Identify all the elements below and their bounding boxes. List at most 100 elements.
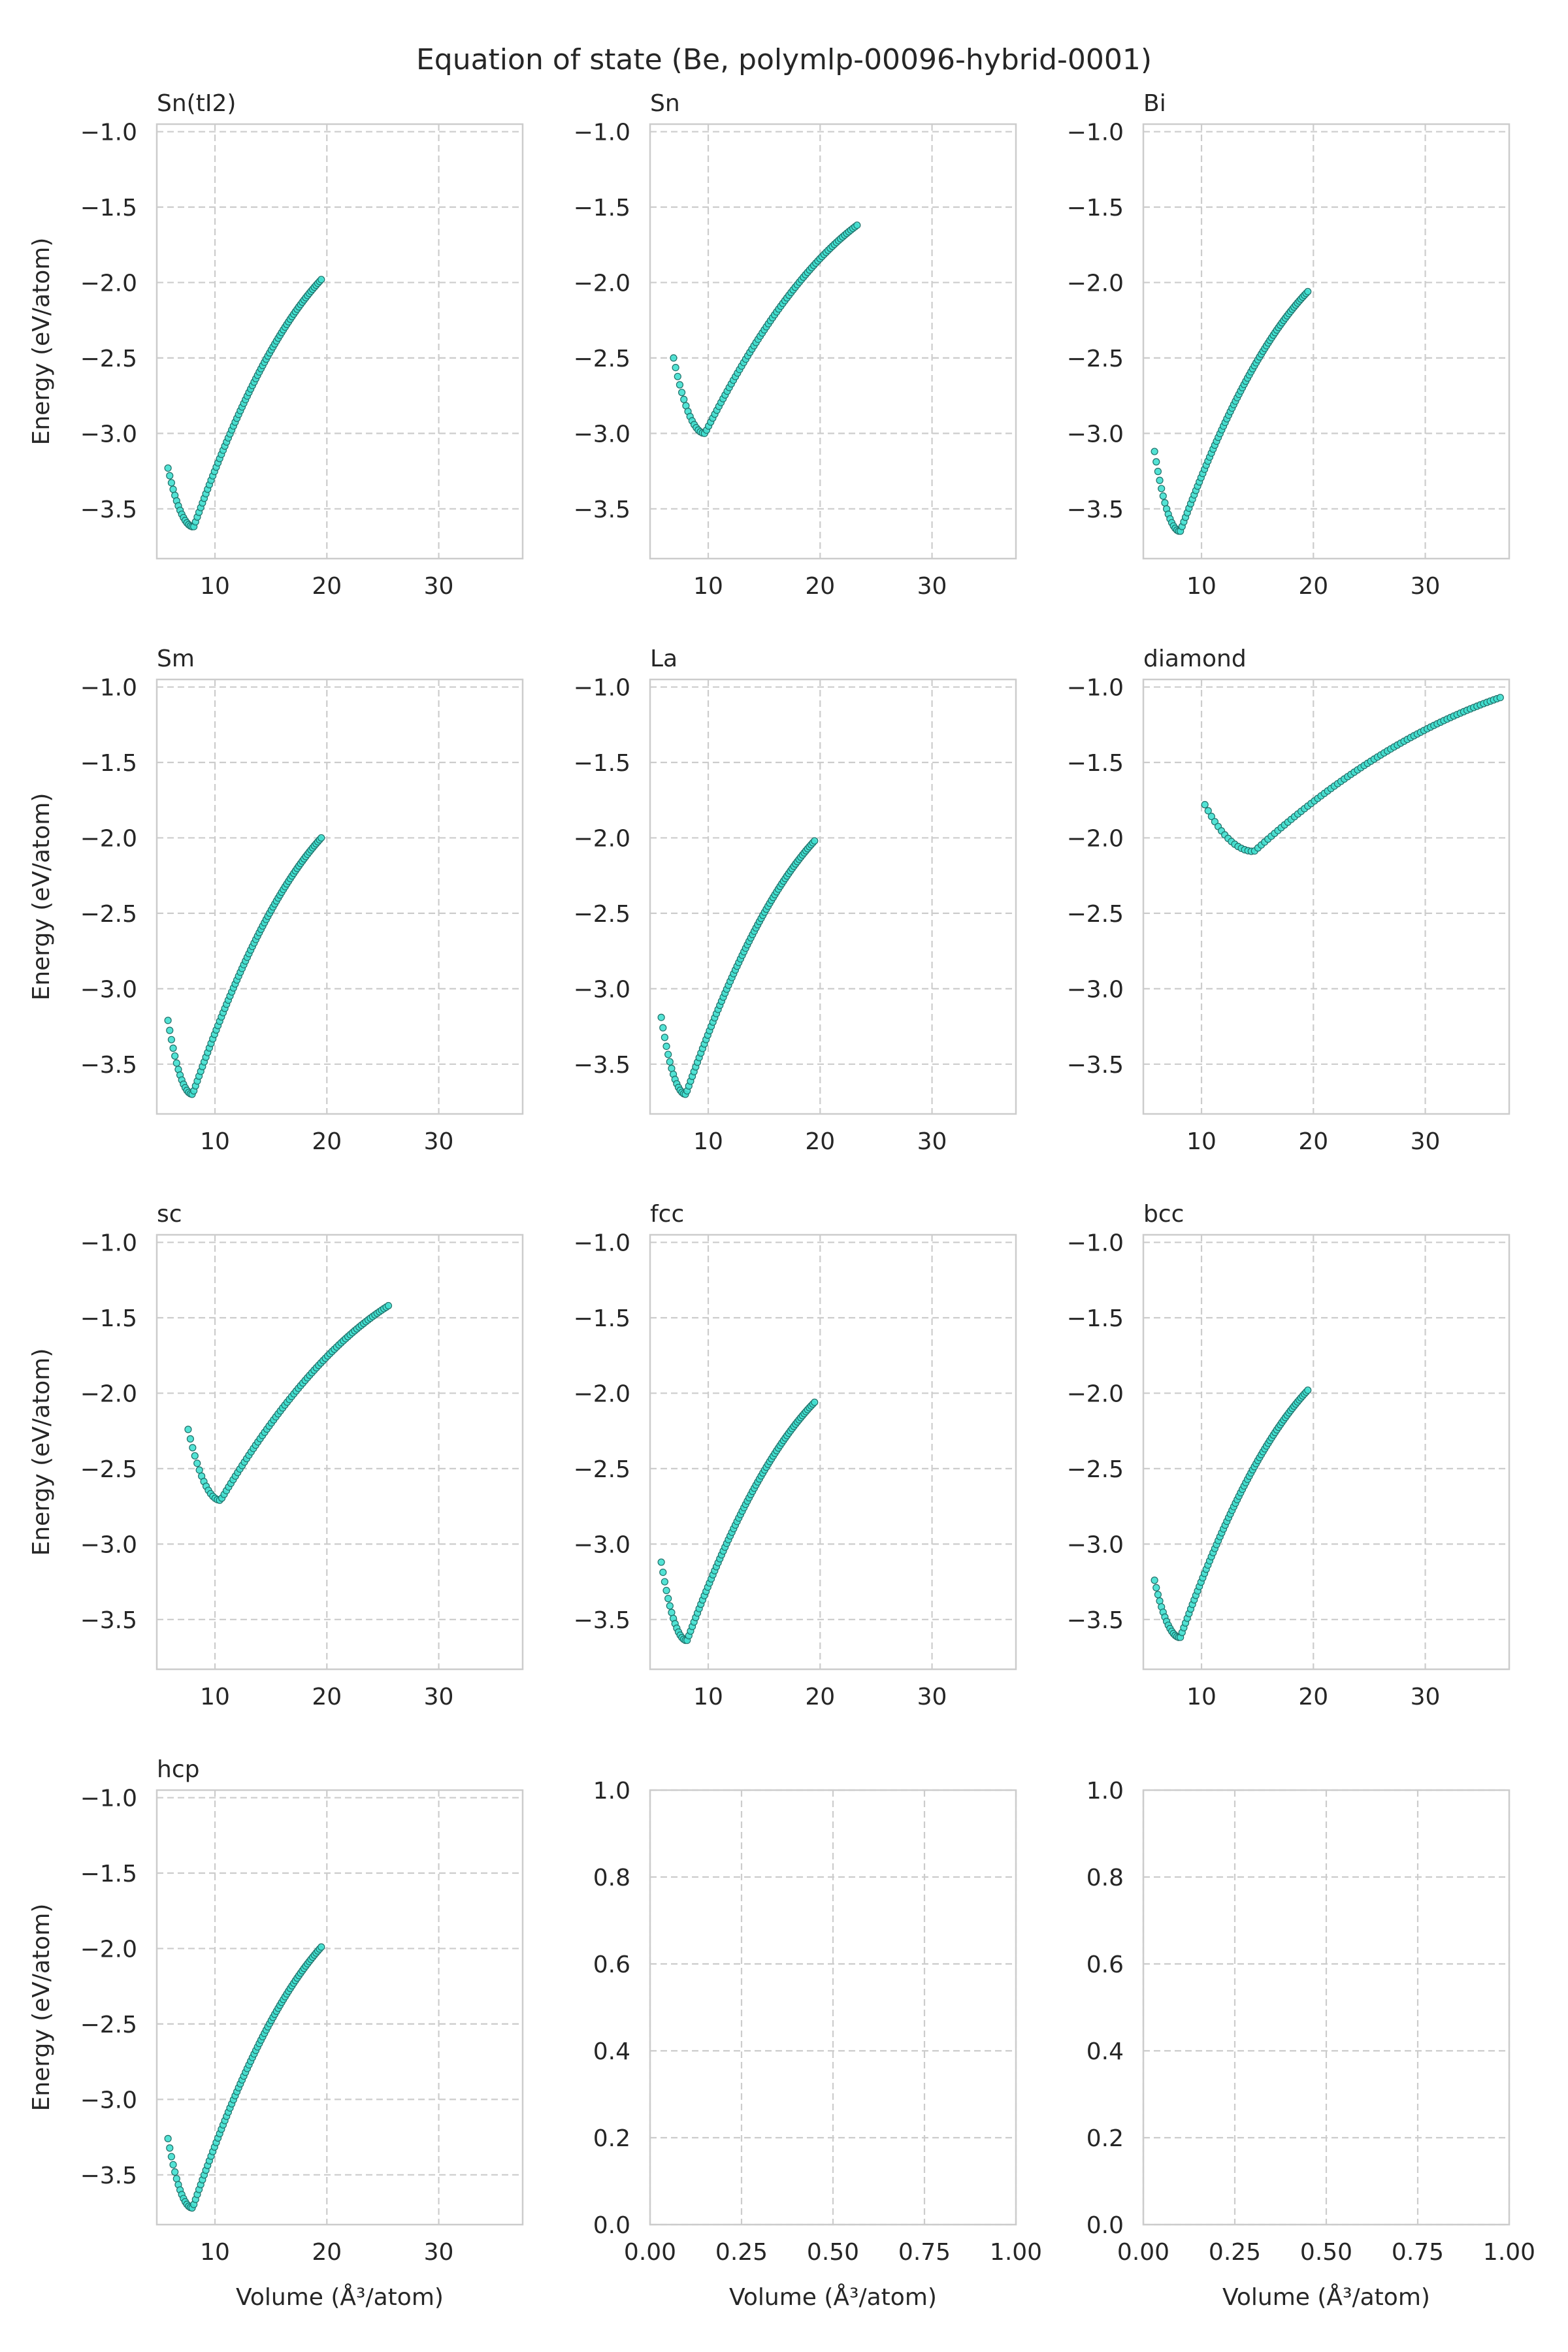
y-tick-label: −3.0: [574, 421, 630, 448]
data-point: [853, 221, 861, 229]
y-axis-label: Energy (eV/atom): [28, 238, 55, 446]
y-tick-label: −2.0: [1067, 1380, 1124, 1407]
y-tick-label: 0.2: [593, 2125, 630, 2152]
subplot-2: 10 20 30 −1.0 −1.5 −2.0 −2.5 −3.0 −3.5 Sn: [574, 90, 1017, 600]
data-point: [811, 837, 819, 845]
eos-series: [670, 221, 861, 437]
y-tick-label: −3.5: [1067, 1052, 1124, 1079]
axes-frame: [1142, 678, 1511, 1115]
data-point: [169, 1044, 177, 1052]
y-tick-label: −1.5: [1067, 750, 1124, 777]
data-point: [189, 1444, 197, 1452]
y-tick-label: −3.0: [1067, 976, 1124, 1003]
data-point: [169, 2161, 177, 2168]
data-point: [164, 2134, 172, 2142]
x-tick-label: 30: [1411, 1128, 1441, 1155]
x-axis-label: Volume (Å³/atom): [236, 2283, 444, 2311]
y-tick-label: −1.0: [574, 675, 630, 702]
y-tick-label: −3.5: [1067, 497, 1124, 523]
y-tick-label: −2.5: [80, 1456, 137, 1483]
y-tick-label: −2.0: [574, 270, 630, 297]
eos-series: [164, 276, 325, 531]
data-point: [1207, 813, 1215, 821]
data-point: [1152, 1584, 1160, 1592]
subplot-10: 10 20 30 −1.0 −1.5 −2.0 −2.5 −3.0 −3.5 hcp Energy …: [28, 1756, 524, 2311]
data-point: [1159, 492, 1167, 500]
x-tick-label: 20: [1298, 573, 1328, 600]
y-tick-label: −3.5: [574, 497, 630, 523]
data-point: [668, 1609, 676, 1616]
eos-series: [164, 1943, 325, 2212]
data-point: [680, 395, 688, 403]
x-tick-label: 30: [424, 1128, 454, 1155]
axes-frame: [1142, 1233, 1511, 1671]
y-tick-label: −2.0: [574, 825, 630, 852]
data-point: [191, 1452, 199, 1460]
subplot-7: 10 20 30 −1.0 −1.5 −2.0 −2.5 −3.0 −3.5 sc Energy (…: [28, 1201, 524, 1710]
x-tick-label: 30: [424, 2239, 454, 2266]
data-point: [661, 1034, 668, 1041]
data-point: [166, 2144, 174, 2152]
data-point: [662, 1586, 670, 1595]
data-point: [1201, 801, 1209, 809]
subplot-title: Bi: [1143, 90, 1166, 117]
y-tick-label: −3.5: [574, 1607, 630, 1634]
y-tick-label: −1.0: [1067, 675, 1124, 702]
y-tick-label: −1.5: [574, 195, 630, 221]
data-point: [1204, 807, 1212, 815]
eos-series: [1151, 287, 1312, 535]
subplot-8: 10 20 30 −1.0 −1.5 −2.0 −2.5 −3.0 −3.5 fcc: [574, 1201, 1017, 1710]
y-tick-label: 0.4: [593, 2038, 630, 2065]
data-point: [172, 2175, 180, 2183]
axes-frame: [1142, 123, 1511, 560]
y-tick-label: −3.5: [80, 2163, 137, 2189]
x-tick-label: 20: [312, 1684, 342, 1710]
y-tick-label: −2.5: [80, 346, 137, 372]
x-axis-label: Volume (Å³/atom): [729, 2283, 937, 2311]
y-tick-label: 0.8: [1086, 1865, 1124, 1891]
subplot-4: 10 20 30 −1.0 −1.5 −2.0 −2.5 −3.0 −3.5 Sm Energy (…: [28, 645, 524, 1155]
data-point: [193, 1460, 201, 1467]
x-tick-label: 10: [693, 573, 723, 600]
y-tick-label: −3.0: [574, 1531, 630, 1558]
subplot-grid: 10 20 30 −1.0 −1.5 −2.0 −2.5 −3.0 −3.5 Sn(tI2) Ene…: [28, 90, 1535, 2311]
y-tick-label: −1.0: [574, 120, 630, 146]
x-tick-label: 10: [200, 1128, 230, 1155]
data-point: [164, 464, 172, 472]
y-tick-label: −3.5: [80, 497, 137, 523]
x-tick-label: 30: [1411, 1684, 1441, 1710]
x-tick-label: 10: [693, 1684, 723, 1710]
x-tick-label: 1.00: [990, 2239, 1042, 2266]
data-point: [167, 1036, 175, 1043]
data-point: [171, 1052, 179, 1060]
data-point: [166, 472, 174, 480]
subplot-11: 0.00 0.25 0.50 0.75 1.00 0.0 0.2 0.4 0.6 0.8 1.0 Vo…: [593, 1778, 1042, 2311]
y-tick-label: 0.2: [1086, 2125, 1124, 2152]
data-point: [678, 389, 686, 397]
data-point: [670, 354, 678, 362]
subplot-title: hcp: [157, 1756, 199, 1783]
y-tick-label: −1.5: [80, 1861, 137, 1887]
y-tick-label: −3.0: [80, 421, 137, 448]
y-tick-label: 1.0: [1086, 1778, 1124, 1805]
axes-frame: [649, 1233, 1017, 1671]
data-point: [184, 1426, 192, 1433]
y-tick-label: −1.0: [80, 1786, 137, 1812]
data-point: [1158, 485, 1166, 493]
eos-series: [657, 1398, 819, 1644]
y-axis-label: Energy (eV/atom): [28, 793, 55, 1001]
x-tick-label: 20: [805, 573, 835, 600]
x-tick-label: 0.25: [1209, 2239, 1261, 2266]
y-tick-label: −3.0: [80, 1531, 137, 1558]
axes-frame: [155, 123, 524, 560]
x-tick-label: 20: [312, 573, 342, 600]
y-tick-label: −1.5: [80, 195, 137, 221]
x-tick-label: 10: [693, 1128, 723, 1155]
y-tick-label: −1.5: [1067, 195, 1124, 221]
y-tick-label: −2.5: [1067, 346, 1124, 372]
axes-frame: [155, 1789, 524, 2226]
y-tick-label: −2.5: [80, 2012, 137, 2038]
x-tick-label: 10: [200, 573, 230, 600]
y-tick-label: −3.0: [80, 2087, 137, 2114]
y-tick-label: −2.0: [1067, 270, 1124, 297]
